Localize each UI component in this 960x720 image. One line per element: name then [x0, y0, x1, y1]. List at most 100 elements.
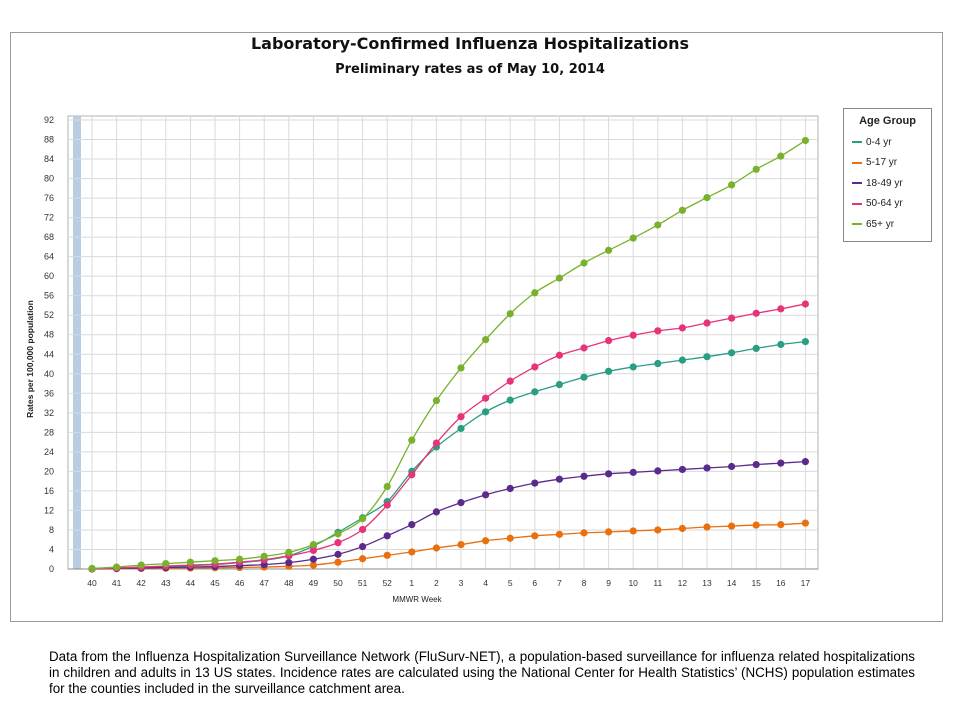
data-point: [678, 324, 687, 332]
x-tick-label: 17: [801, 578, 811, 588]
data-point: [432, 439, 440, 447]
x-tick-label: 40: [87, 578, 97, 588]
legend-label: 18-49 yr: [866, 177, 903, 189]
data-point: [359, 542, 367, 551]
data-point: [334, 550, 342, 558]
data-point: [752, 165, 760, 173]
data-point: [383, 501, 391, 509]
data-point: [728, 522, 736, 530]
x-tick-label: 42: [136, 578, 146, 588]
data-point: [359, 515, 367, 523]
data-point: [580, 472, 588, 480]
plot-border: [67, 115, 819, 570]
data-point: [359, 555, 367, 563]
data-point: [555, 530, 564, 538]
data-point: [703, 464, 711, 472]
data-point: [432, 397, 440, 405]
legend-label: 5-17 yr: [866, 157, 898, 168]
y-tick-label: 12: [44, 505, 54, 515]
x-tick-label: 8: [582, 578, 587, 588]
data-point: [408, 471, 416, 479]
caption: Data from the Influenza Hospitalization …: [49, 649, 915, 696]
data-point: [88, 564, 96, 573]
data-point: [629, 234, 637, 242]
x-tick-label: 14: [727, 578, 737, 588]
x-tick-label: 5: [508, 578, 513, 588]
chart-title: Laboratory-Confirmed Influenza Hospitali…: [250, 34, 690, 53]
data-point: [752, 460, 760, 469]
x-tick-label: 50: [333, 578, 343, 588]
y-tick-label: 76: [44, 193, 54, 203]
data-point: [482, 336, 490, 344]
data-point: [383, 532, 391, 540]
x-tick-label: 6: [532, 578, 537, 588]
y-tick-label: 24: [44, 447, 54, 457]
data-point: [629, 527, 637, 535]
data-point: [654, 327, 662, 335]
data-point: [309, 561, 317, 569]
data-point: [162, 560, 170, 568]
data-point: [211, 557, 219, 565]
y-tick-label: 28: [44, 427, 54, 437]
data-point: [531, 289, 539, 297]
data-point: [752, 309, 760, 317]
data-point: [678, 465, 687, 474]
data-point: [629, 331, 637, 339]
data-point: [506, 396, 514, 404]
x-tick-label: 2: [434, 578, 439, 588]
data-point: [654, 526, 662, 534]
data-point: [580, 529, 588, 537]
data-point: [408, 548, 416, 556]
data-point: [113, 563, 121, 571]
y-tick-label: 32: [44, 408, 54, 418]
data-point: [580, 344, 588, 352]
data-point: [137, 561, 145, 569]
y-tick-label: 36: [44, 388, 54, 398]
data-point: [359, 525, 367, 534]
x-tick-label: 12: [678, 578, 688, 588]
data-point: [482, 537, 490, 545]
data-point: [777, 152, 785, 160]
data-point: [482, 408, 490, 416]
x-tick-label: 4: [483, 578, 488, 588]
y-tick-label: 80: [44, 174, 54, 184]
y-tick-label: 16: [44, 486, 54, 496]
y-tick-label: 52: [44, 310, 54, 320]
x-tick-label: 41: [112, 578, 122, 588]
axis-shade-bar: [73, 116, 81, 569]
data-point: [777, 459, 785, 467]
data-point: [777, 340, 785, 349]
y-tick-label: 40: [44, 369, 54, 379]
data-point: [383, 482, 391, 491]
data-point: [703, 523, 711, 531]
legend-title: Age Group: [859, 115, 916, 127]
data-point: [654, 467, 662, 475]
data-point: [654, 221, 662, 229]
data-point: [752, 344, 760, 353]
data-point: [605, 336, 613, 345]
legend-label: 65+ yr: [866, 218, 895, 230]
data-point: [482, 394, 490, 402]
data-point: [654, 359, 662, 368]
y-tick-label: 92: [44, 115, 54, 125]
data-point: [678, 524, 687, 533]
chart-subtitle: Preliminary rates as of May 10, 2014: [335, 62, 605, 77]
data-point: [334, 558, 342, 566]
legend-item: 5-17 yr: [852, 156, 897, 170]
data-point: [580, 259, 588, 267]
data-point: [186, 558, 194, 566]
x-tick-label: 1: [409, 578, 414, 588]
x-tick-label: 48: [284, 578, 294, 588]
data-point: [531, 479, 539, 487]
data-point: [728, 314, 736, 322]
data-point: [457, 413, 465, 421]
y-tick-label: 64: [44, 252, 54, 262]
x-tick-label: 9: [606, 578, 611, 588]
data-point: [236, 555, 244, 563]
x-tick-label: 47: [259, 578, 269, 588]
y-tick-label: 68: [44, 232, 54, 242]
data-point: [457, 540, 465, 549]
data-point: [555, 274, 564, 282]
y-tick-label: 44: [44, 349, 54, 359]
data-point: [801, 458, 810, 466]
